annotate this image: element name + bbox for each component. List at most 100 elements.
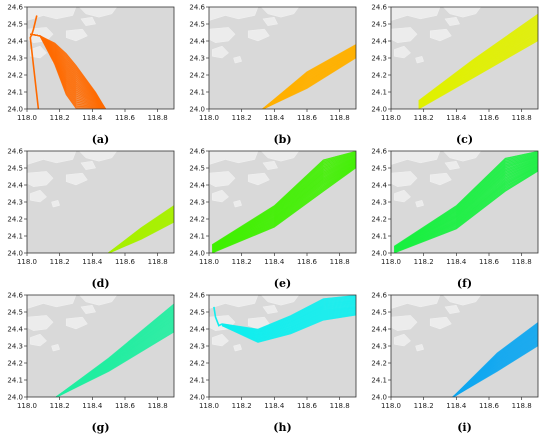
land-d-0 bbox=[27, 151, 77, 165]
x-tick-label-a-2: 118.4 bbox=[82, 114, 103, 122]
land-f-1 bbox=[442, 151, 482, 162]
y-tick-label-g-5: 24.5 bbox=[7, 308, 23, 316]
caption-c: (c) bbox=[456, 133, 473, 146]
x-tick-label-d-1: 118.2 bbox=[50, 258, 70, 266]
x-tick-label-f-1: 118.2 bbox=[414, 258, 434, 266]
y-tick-label-e-0: 24.0 bbox=[189, 249, 205, 257]
land-f-5 bbox=[444, 160, 460, 170]
y-tick-label-e-1: 24.1 bbox=[189, 232, 205, 240]
x-tick-label-i-0: 118.0 bbox=[381, 402, 401, 410]
x-tick-label-h-4: 118.8 bbox=[330, 402, 350, 410]
y-tick-label-f-5: 24.5 bbox=[371, 164, 387, 172]
x-tick-label-g-0: 118.0 bbox=[17, 402, 37, 410]
caption-b: (b) bbox=[273, 133, 291, 146]
y-tick-label-g-2: 24.2 bbox=[7, 359, 23, 367]
y-tick-label-g-0: 24.0 bbox=[7, 393, 23, 401]
land-a-5 bbox=[80, 16, 96, 26]
x-tick-label-a-0: 118.0 bbox=[17, 114, 37, 122]
y-tick-label-i-4: 24.4 bbox=[371, 325, 387, 333]
land-d-4 bbox=[65, 172, 88, 186]
panel-a: 24.0 24.1 24.2 24.3 24.4 24.5 24.6 118.0 118.2 11… bbox=[7, 3, 175, 146]
y-tick-label-f-6: 24.6 bbox=[371, 147, 387, 155]
y-tick-label-b-2: 24.2 bbox=[189, 71, 205, 79]
land-b-6 bbox=[233, 55, 243, 64]
panel-h: 24.0 24.1 24.2 24.3 24.4 24.5 24.6 118.0 118.2 11… bbox=[189, 291, 357, 434]
y-tick-label-h-2: 24.2 bbox=[189, 359, 205, 367]
y-tick-label-e-5: 24.5 bbox=[189, 164, 205, 172]
y-tick-label-c-0: 24.0 bbox=[371, 105, 387, 113]
x-tick-label-g-1: 118.2 bbox=[50, 402, 70, 410]
x-tick-label-b-4: 118.8 bbox=[330, 114, 350, 122]
land-d-2 bbox=[27, 171, 54, 187]
y-tick-label-b-6: 24.6 bbox=[189, 3, 205, 11]
y-tick-label-e-3: 24.3 bbox=[189, 198, 205, 206]
x-tick-label-b-2: 118.4 bbox=[264, 114, 285, 122]
land-g-6 bbox=[51, 343, 61, 352]
land-g-5 bbox=[80, 304, 96, 314]
x-tick-label-g-4: 118.8 bbox=[148, 402, 168, 410]
track-band-a-0 bbox=[30, 34, 106, 109]
y-tick-label-a-6: 24.6 bbox=[7, 3, 23, 11]
y-tick-label-e-2: 24.2 bbox=[189, 215, 205, 223]
x-tick-label-e-0: 118.0 bbox=[199, 258, 219, 266]
y-tick-label-c-2: 24.2 bbox=[371, 71, 387, 79]
land-b-5 bbox=[262, 16, 278, 26]
y-tick-label-f-4: 24.4 bbox=[371, 181, 387, 189]
track-band-e-0 bbox=[212, 151, 356, 253]
land-h-5 bbox=[262, 304, 278, 314]
plot-area-c bbox=[391, 7, 538, 109]
x-tick-label-c-4: 118.8 bbox=[512, 114, 532, 122]
y-tick-label-c-3: 24.3 bbox=[371, 54, 387, 62]
land-c-6 bbox=[415, 55, 425, 64]
x-tick-label-e-4: 118.8 bbox=[330, 258, 350, 266]
land-h-1 bbox=[260, 295, 300, 306]
land-i-3 bbox=[394, 333, 411, 347]
y-tick-label-f-2: 24.2 bbox=[371, 215, 387, 223]
land-i-2 bbox=[391, 315, 418, 331]
land-e-1 bbox=[260, 151, 300, 162]
y-tick-label-d-2: 24.2 bbox=[7, 215, 23, 223]
panel-f: 24.0 24.1 24.2 24.3 24.4 24.5 24.6 118.0 118.2 11… bbox=[371, 147, 539, 290]
track-band-b-0 bbox=[262, 44, 356, 109]
land-i-1 bbox=[442, 295, 482, 306]
panel-d: 24.0 24.1 24.2 24.3 24.4 24.5 24.6 118.0 118.2 11… bbox=[7, 147, 175, 290]
land-c-5 bbox=[444, 16, 460, 26]
y-tick-label-d-0: 24.0 bbox=[7, 249, 23, 257]
x-tick-label-h-1: 118.2 bbox=[232, 402, 252, 410]
y-tick-label-i-2: 24.2 bbox=[371, 359, 387, 367]
x-tick-label-e-1: 118.2 bbox=[232, 258, 252, 266]
land-f-6 bbox=[415, 199, 425, 208]
land-f-0 bbox=[391, 151, 441, 165]
x-tick-label-c-2: 118.4 bbox=[446, 114, 467, 122]
x-tick-label-f-3: 118.6 bbox=[479, 258, 500, 266]
land-e-2 bbox=[209, 171, 236, 187]
x-tick-label-i-1: 118.2 bbox=[414, 402, 434, 410]
x-tick-label-e-2: 118.4 bbox=[264, 258, 285, 266]
x-tick-label-c-3: 118.6 bbox=[479, 114, 500, 122]
y-tick-label-d-4: 24.4 bbox=[7, 181, 23, 189]
land-i-4 bbox=[429, 316, 452, 330]
y-tick-label-i-5: 24.5 bbox=[371, 308, 387, 316]
caption-h: (h) bbox=[273, 421, 291, 434]
land-h-0 bbox=[209, 295, 259, 309]
x-tick-label-d-0: 118.0 bbox=[17, 258, 37, 266]
y-tick-label-b-5: 24.5 bbox=[189, 20, 205, 28]
y-tick-label-b-0: 24.0 bbox=[189, 105, 205, 113]
y-tick-label-i-3: 24.3 bbox=[371, 342, 387, 350]
y-tick-label-c-5: 24.5 bbox=[371, 20, 387, 28]
plot-area-g bbox=[27, 295, 174, 397]
y-tick-label-i-6: 24.6 bbox=[371, 291, 387, 299]
land-h-3 bbox=[212, 333, 229, 347]
land-g-4 bbox=[65, 316, 88, 330]
y-tick-label-d-6: 24.6 bbox=[7, 147, 23, 155]
land-g-2 bbox=[27, 315, 54, 331]
caption-a: (a) bbox=[92, 133, 110, 146]
land-e-0 bbox=[209, 151, 259, 165]
x-tick-label-c-1: 118.2 bbox=[414, 114, 434, 122]
y-tick-label-c-4: 24.4 bbox=[371, 37, 387, 45]
y-tick-label-f-3: 24.3 bbox=[371, 198, 387, 206]
x-tick-label-c-0: 118.0 bbox=[381, 114, 401, 122]
track-band-c-0 bbox=[418, 13, 538, 109]
caption-d: (d) bbox=[91, 277, 109, 290]
